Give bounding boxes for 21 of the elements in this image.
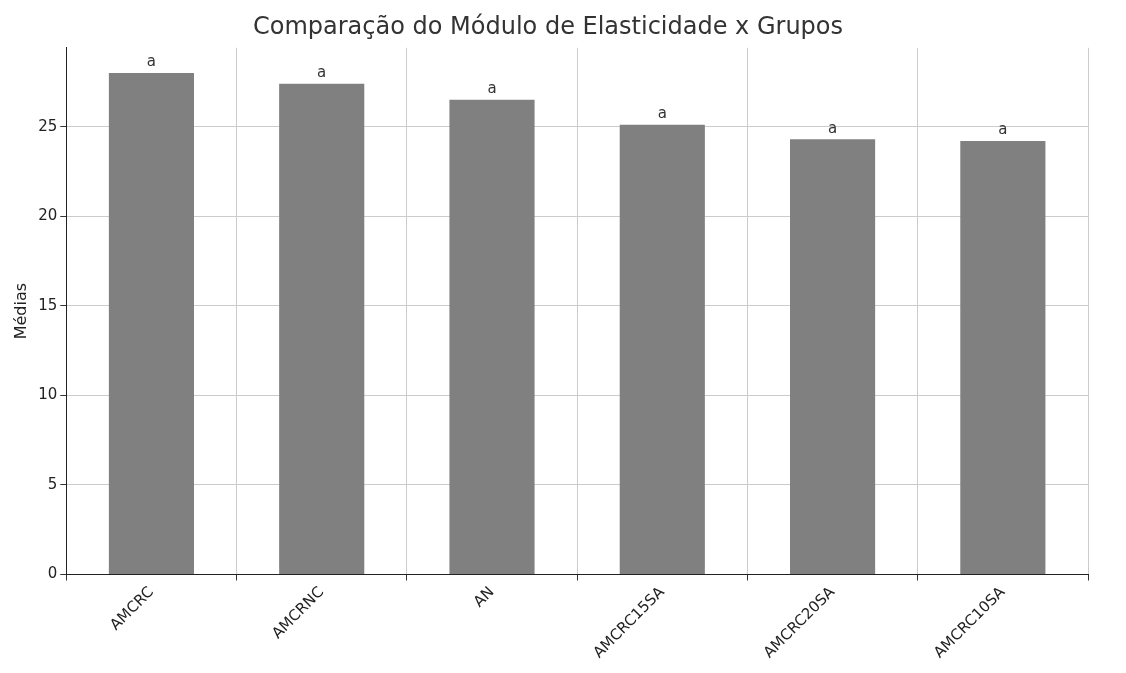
y-tick-label: 15	[38, 295, 58, 314]
y-tick-label: 10	[38, 385, 58, 404]
bar	[279, 83, 365, 575]
annotation: a	[657, 104, 667, 123]
annotation: a	[487, 79, 497, 98]
bar	[619, 124, 705, 575]
bar	[108, 72, 194, 575]
annotation: a	[998, 120, 1008, 139]
y-axis-title: Médias	[10, 282, 30, 340]
annotation: a	[146, 52, 157, 71]
annotation: a	[827, 118, 838, 137]
bar	[960, 140, 1046, 575]
x-tick-label: AN	[469, 582, 498, 611]
y-tick-label: 5	[47, 474, 58, 493]
y-tick-label: 0	[47, 564, 58, 583]
annotation: a	[317, 63, 327, 82]
y-tick-label: 25	[38, 116, 58, 135]
bar	[790, 139, 876, 575]
chart-title: Comparação do Módulo de Elasticidade x Grupos	[252, 11, 844, 40]
bar	[449, 99, 535, 575]
y-tick-label: 20	[38, 206, 58, 225]
